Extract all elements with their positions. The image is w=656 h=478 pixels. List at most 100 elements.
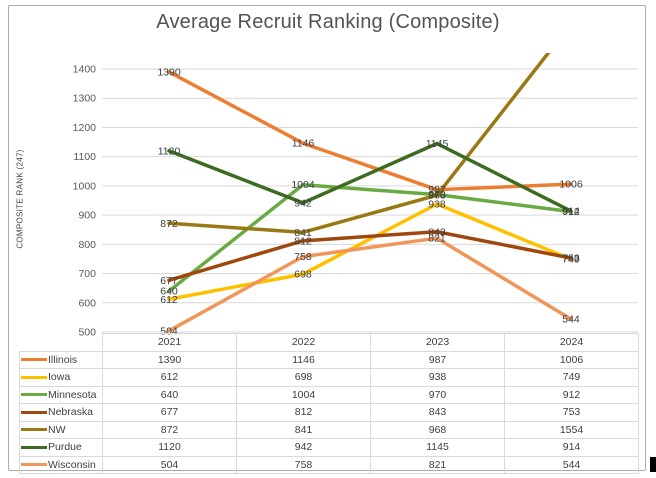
data-label: 612 bbox=[160, 294, 178, 306]
data-label: 938 bbox=[428, 199, 446, 211]
series-line-nebraska bbox=[167, 230, 573, 283]
legend-cell: Iowa bbox=[19, 368, 103, 387]
value-cell: 821 bbox=[370, 455, 505, 474]
series-line-illinois bbox=[167, 70, 573, 192]
value-cell: 1390 bbox=[102, 350, 237, 369]
series-name: Iowa bbox=[48, 371, 71, 384]
value-cell: 938 bbox=[370, 368, 505, 387]
y-tick-label: 1300 bbox=[73, 93, 97, 105]
series-name: NW bbox=[48, 423, 66, 436]
legend-key-icon bbox=[21, 358, 47, 362]
data-label: 1006 bbox=[559, 179, 583, 191]
data-label: 758 bbox=[294, 251, 312, 263]
legend-key-icon bbox=[21, 393, 47, 397]
legend-key-icon bbox=[21, 375, 47, 379]
value-cell: 698 bbox=[236, 368, 371, 387]
data-label: 843 bbox=[428, 226, 446, 238]
y-tick-label: 1200 bbox=[73, 122, 97, 134]
data-label: 1145 bbox=[426, 138, 449, 150]
value-cell: 753 bbox=[504, 403, 639, 422]
value-cell: 970 bbox=[370, 385, 505, 404]
value-cell: 1004 bbox=[236, 385, 371, 404]
value-cell: 677 bbox=[102, 403, 237, 422]
data-label: 970 bbox=[428, 189, 446, 201]
data-label: 812 bbox=[294, 235, 312, 247]
value-cell: 504 bbox=[102, 455, 237, 474]
y-tick-label: 500 bbox=[78, 327, 96, 339]
year-header-cell: 2021 bbox=[102, 333, 237, 352]
data-label: 821 bbox=[428, 233, 446, 245]
value-cell: 914 bbox=[504, 438, 639, 457]
legend-cell: Minnesota bbox=[19, 385, 103, 404]
data-label: 1120 bbox=[158, 145, 181, 157]
value-cell: 872 bbox=[102, 420, 237, 439]
data-label: 1004 bbox=[291, 179, 315, 191]
value-cell: 544 bbox=[504, 455, 639, 474]
table-row: Iowa 612 698 938 749 bbox=[19, 368, 639, 387]
series-line-minnesota bbox=[167, 182, 573, 293]
value-cell: 968 bbox=[370, 420, 505, 439]
series-line-purdue bbox=[167, 141, 573, 213]
table-header-row: 2021 2022 2023 2024 bbox=[20, 333, 639, 352]
series-name: Minnesota bbox=[48, 388, 97, 401]
value-cell: 758 bbox=[236, 455, 371, 474]
legend-key-icon bbox=[21, 410, 47, 414]
y-tick-label: 800 bbox=[78, 239, 96, 251]
legend-key-icon bbox=[21, 445, 47, 449]
data-label: 640 bbox=[160, 286, 178, 298]
value-cell: 1146 bbox=[236, 350, 371, 369]
series-name: Wisconsin bbox=[48, 458, 96, 471]
legend-cell: Wisconsin bbox=[19, 455, 103, 474]
value-cell: 942 bbox=[236, 438, 371, 457]
y-tick-label: 600 bbox=[78, 297, 96, 309]
series-name: Illinois bbox=[48, 353, 78, 366]
value-cell: 749 bbox=[504, 368, 639, 387]
data-label: 912 bbox=[562, 206, 580, 218]
table-row: Wisconsin 504 758 821 544 bbox=[19, 455, 639, 474]
value-cell: 843 bbox=[370, 403, 505, 422]
data-label: 1146 bbox=[292, 138, 315, 150]
y-tick-label: 1400 bbox=[73, 64, 97, 76]
data-label: 914 bbox=[562, 206, 580, 218]
value-cell: 812 bbox=[236, 403, 371, 422]
table-row: NW 872 841 968 1554 bbox=[19, 420, 639, 439]
data-label: 872 bbox=[160, 218, 178, 230]
value-cell: 1554 bbox=[504, 420, 639, 439]
series-line-iowa bbox=[167, 202, 573, 302]
legend-cell: Purdue bbox=[19, 438, 103, 457]
year-header-cell: 2022 bbox=[236, 333, 371, 352]
data-label: 698 bbox=[294, 269, 312, 281]
table-row: Illinois 1390 1146 987 1006 bbox=[19, 350, 639, 369]
chart-title: Average Recruit Ranking (Composite) bbox=[156, 11, 500, 33]
data-label: 677 bbox=[160, 275, 178, 287]
data-label: 1390 bbox=[157, 66, 181, 78]
data-label: 753 bbox=[562, 253, 580, 265]
table-row: Purdue 1120 942 1145 914 bbox=[19, 438, 639, 457]
legend-key-icon bbox=[21, 428, 47, 432]
legend-cell: NW bbox=[19, 420, 103, 439]
table-corner-cell bbox=[20, 334, 103, 352]
y-tick-label: 900 bbox=[78, 210, 96, 222]
data-label: 942 bbox=[294, 197, 312, 209]
year-header-cell: 2024 bbox=[504, 333, 639, 352]
legend-cell: Nebraska bbox=[19, 403, 103, 422]
data-label: 749 bbox=[562, 254, 580, 266]
value-cell: 1006 bbox=[504, 350, 639, 369]
series-line-wisconsin bbox=[167, 236, 573, 333]
value-cell: 640 bbox=[102, 385, 237, 404]
y-tick-label: 1000 bbox=[73, 180, 97, 192]
data-table: 2021 2022 2023 2024 Illinois 1390 1146 987 1006 I… bbox=[19, 333, 639, 474]
series-line-nw bbox=[167, 53, 551, 235]
y-tick-label: 1100 bbox=[73, 151, 96, 163]
data-label: 987 bbox=[428, 184, 446, 196]
series-name: Purdue bbox=[48, 441, 82, 454]
year-header-cell: 2023 bbox=[370, 333, 505, 352]
legend-cell: Illinois bbox=[19, 350, 103, 369]
legend-key-icon bbox=[21, 463, 47, 467]
data-label: 968 bbox=[428, 190, 446, 202]
data-label: 544 bbox=[562, 314, 580, 326]
table-row: Minnesota 640 1004 970 912 bbox=[19, 385, 639, 404]
value-cell: 912 bbox=[504, 385, 639, 404]
value-cell: 987 bbox=[370, 350, 505, 369]
